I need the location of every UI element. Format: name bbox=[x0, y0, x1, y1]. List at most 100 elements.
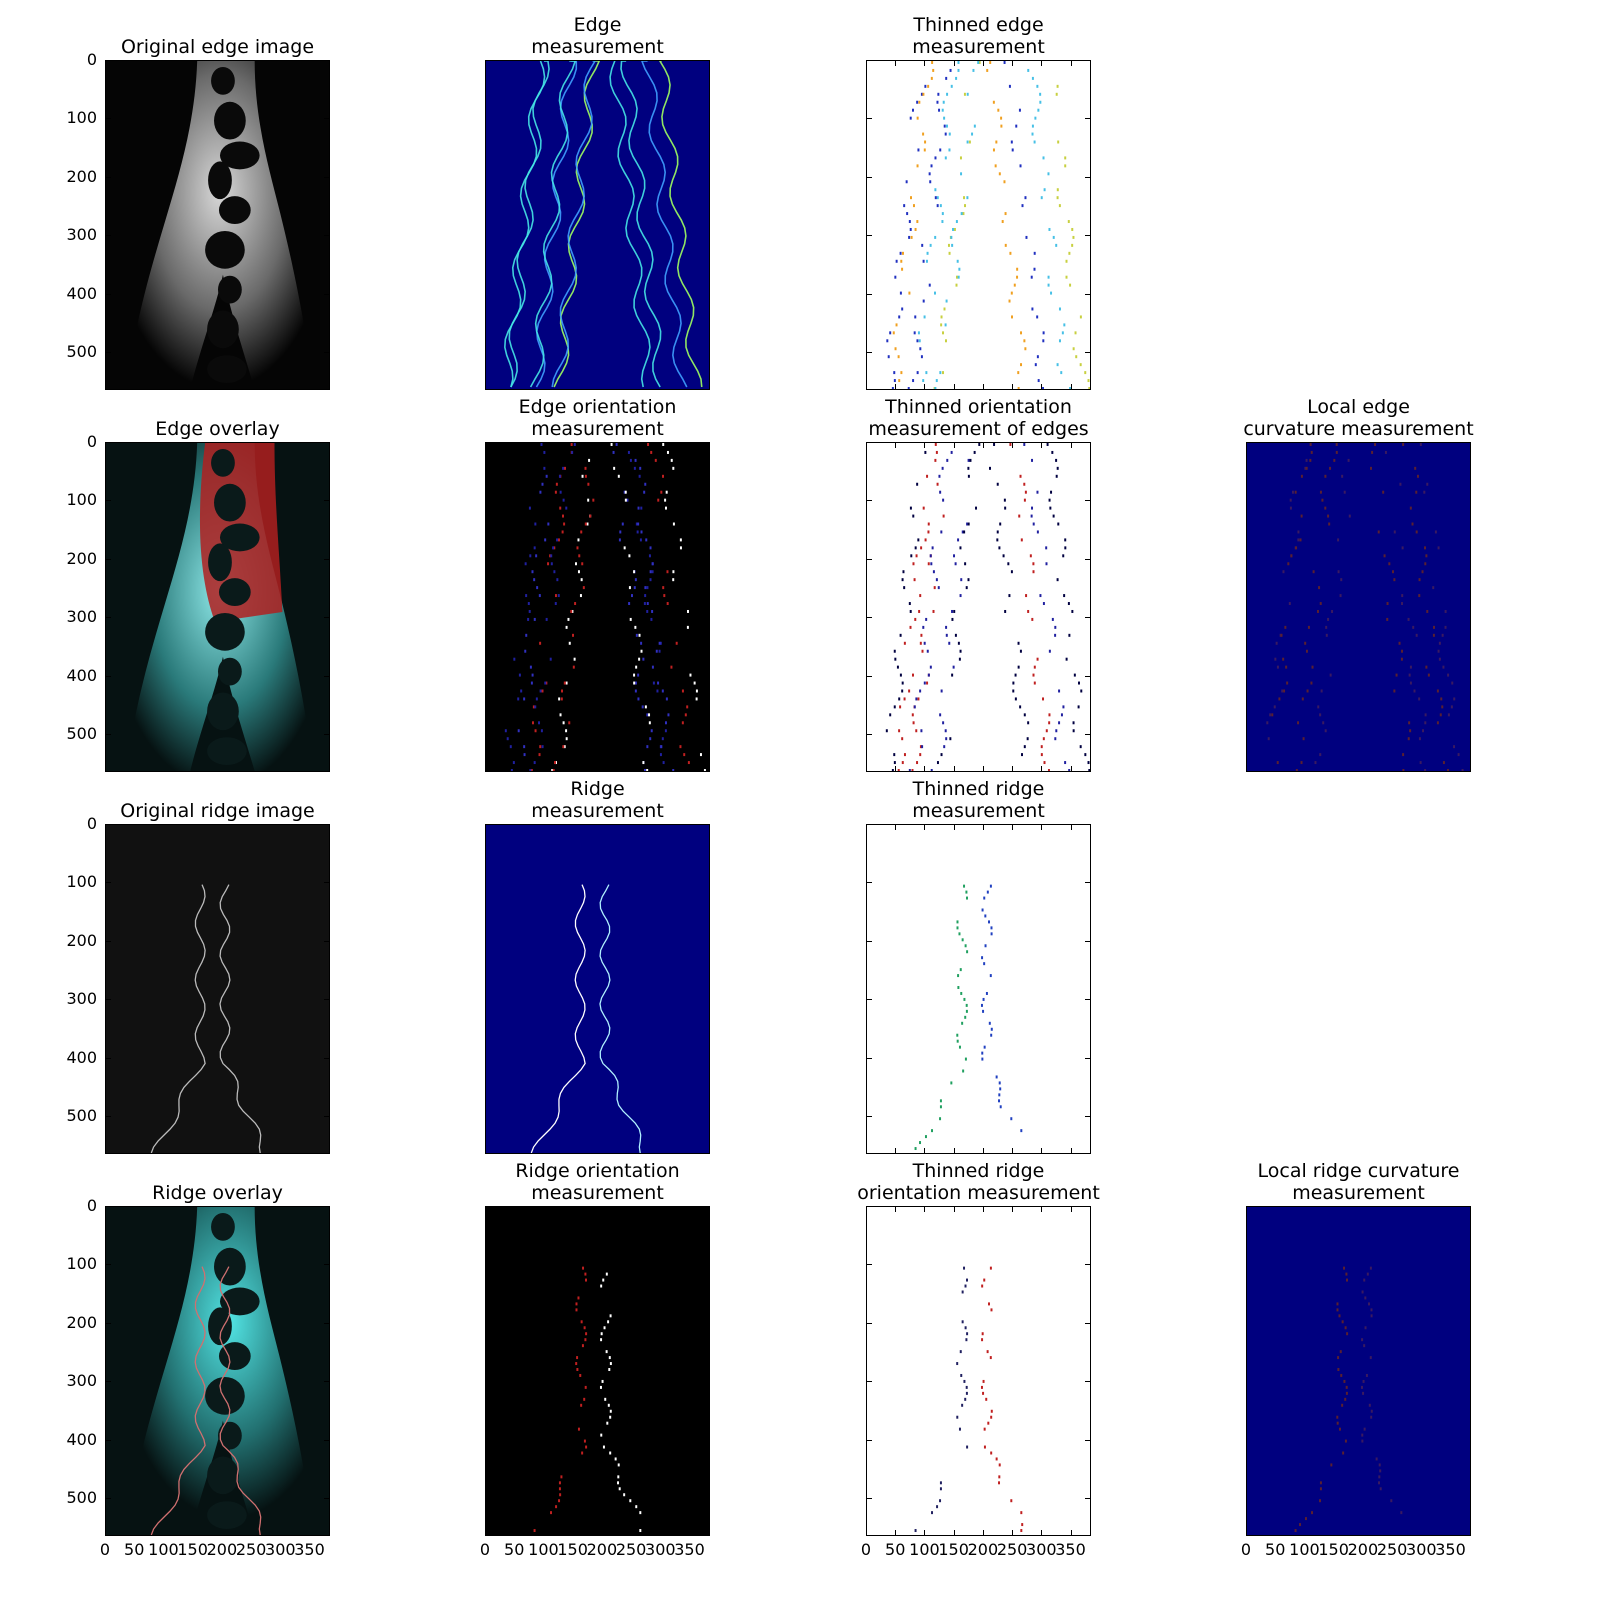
x-tick-mark bbox=[1041, 384, 1042, 390]
panel-title: Local edge curvature measurement bbox=[1186, 396, 1531, 440]
y-tick-mark bbox=[105, 500, 111, 501]
y-tick-mark bbox=[324, 559, 330, 560]
y-tick-mark bbox=[866, 1323, 872, 1324]
y-tick-label: 200 bbox=[47, 167, 97, 186]
y-tick-mark bbox=[866, 235, 872, 236]
y-tick-mark bbox=[1085, 1440, 1091, 1441]
y-tick-mark bbox=[324, 1323, 330, 1324]
image-panel-p10 bbox=[105, 442, 330, 772]
y-tick-label: 500 bbox=[47, 1488, 97, 1507]
y-tick-mark bbox=[866, 1381, 872, 1382]
x-tick-mark bbox=[895, 1530, 896, 1536]
image-panel-p21 bbox=[485, 824, 710, 1154]
y-tick-mark bbox=[866, 294, 872, 295]
y-tick-mark bbox=[105, 352, 111, 353]
y-tick-mark bbox=[105, 1323, 111, 1324]
y-tick-mark bbox=[105, 294, 111, 295]
x-tick-mark bbox=[1071, 384, 1072, 390]
y-tick-mark bbox=[105, 1381, 111, 1382]
x-tick-mark bbox=[895, 442, 896, 448]
y-tick-mark bbox=[1085, 824, 1091, 825]
x-tick-label: 350 bbox=[290, 1540, 330, 1559]
y-tick-mark bbox=[324, 676, 330, 677]
x-tick-mark bbox=[866, 60, 867, 66]
y-tick-mark bbox=[1085, 1058, 1091, 1059]
y-tick-mark bbox=[1085, 442, 1091, 443]
x-tick-mark bbox=[983, 766, 984, 772]
x-tick-mark bbox=[1071, 1206, 1072, 1212]
y-tick-mark bbox=[1085, 1116, 1091, 1117]
y-tick-label: 400 bbox=[47, 1430, 97, 1449]
y-tick-mark bbox=[1085, 676, 1091, 677]
y-tick-mark bbox=[1085, 1498, 1091, 1499]
x-tick-mark bbox=[866, 824, 867, 830]
y-tick-label: 400 bbox=[47, 1048, 97, 1067]
y-tick-label: 100 bbox=[47, 490, 97, 509]
x-tick-mark bbox=[1012, 1530, 1013, 1536]
panel-image bbox=[106, 443, 329, 771]
y-tick-mark bbox=[1085, 1381, 1091, 1382]
x-tick-mark bbox=[1071, 60, 1072, 66]
x-tick-mark bbox=[895, 1206, 896, 1212]
x-tick-mark bbox=[1071, 824, 1072, 830]
x-tick-mark bbox=[924, 1148, 925, 1154]
y-tick-mark bbox=[1085, 734, 1091, 735]
x-tick-mark bbox=[866, 1206, 867, 1212]
x-tick-mark bbox=[1041, 1206, 1042, 1212]
x-tick-mark bbox=[954, 1148, 955, 1154]
y-tick-mark bbox=[1085, 352, 1091, 353]
x-tick-mark bbox=[954, 1206, 955, 1212]
x-tick-mark bbox=[924, 60, 925, 66]
x-tick-mark bbox=[866, 766, 867, 772]
y-tick-mark bbox=[324, 941, 330, 942]
y-tick-mark bbox=[1085, 617, 1091, 618]
y-tick-mark bbox=[866, 676, 872, 677]
y-tick-mark bbox=[1085, 941, 1091, 942]
y-tick-mark bbox=[324, 442, 330, 443]
y-tick-mark bbox=[105, 734, 111, 735]
panel-image bbox=[486, 443, 709, 771]
x-tick-mark bbox=[1041, 1530, 1042, 1536]
panel-title: Edge orientation measurement bbox=[425, 396, 770, 440]
image-panel-p00 bbox=[105, 60, 330, 390]
y-tick-label: 100 bbox=[47, 872, 97, 891]
panel-image bbox=[867, 1207, 1090, 1535]
x-tick-mark bbox=[1041, 442, 1042, 448]
x-tick-mark bbox=[983, 384, 984, 390]
y-tick-mark bbox=[105, 118, 111, 119]
y-tick-label: 500 bbox=[47, 724, 97, 743]
y-tick-mark bbox=[866, 177, 872, 178]
image-panel-p30 bbox=[105, 1206, 330, 1536]
y-tick-mark bbox=[324, 294, 330, 295]
x-tick-mark bbox=[924, 824, 925, 830]
y-tick-label: 500 bbox=[47, 1106, 97, 1125]
x-tick-mark bbox=[1071, 1148, 1072, 1154]
panel-title: Local ridge curvature measurement bbox=[1186, 1160, 1531, 1204]
x-tick-mark bbox=[983, 60, 984, 66]
y-tick-label: 400 bbox=[47, 284, 97, 303]
y-tick-label: 0 bbox=[47, 432, 97, 451]
x-tick-mark bbox=[1071, 766, 1072, 772]
y-tick-label: 400 bbox=[47, 666, 97, 685]
y-tick-mark bbox=[324, 1264, 330, 1265]
panel-title: Thinned edge measurement bbox=[806, 14, 1151, 58]
y-tick-mark bbox=[105, 1498, 111, 1499]
x-tick-label: 350 bbox=[1051, 1540, 1091, 1559]
x-tick-mark bbox=[1041, 766, 1042, 772]
y-tick-mark bbox=[866, 999, 872, 1000]
x-tick-mark bbox=[924, 1206, 925, 1212]
panel-image bbox=[867, 825, 1090, 1153]
y-tick-mark bbox=[324, 1116, 330, 1117]
y-tick-mark bbox=[324, 177, 330, 178]
y-tick-label: 100 bbox=[47, 108, 97, 127]
panel-image bbox=[867, 443, 1090, 771]
x-tick-mark bbox=[924, 766, 925, 772]
x-tick-mark bbox=[1041, 60, 1042, 66]
y-tick-label: 200 bbox=[47, 549, 97, 568]
x-tick-mark bbox=[1071, 442, 1072, 448]
y-tick-mark bbox=[866, 1116, 872, 1117]
y-tick-mark bbox=[324, 235, 330, 236]
y-tick-label: 300 bbox=[47, 607, 97, 626]
y-tick-mark bbox=[105, 999, 111, 1000]
x-tick-mark bbox=[866, 1530, 867, 1536]
